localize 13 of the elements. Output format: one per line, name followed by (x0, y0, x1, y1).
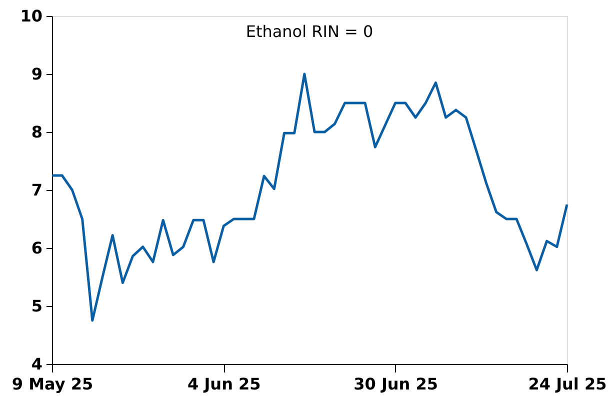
y-tick-label: 6 (31, 238, 42, 258)
y-tick-label: 5 (31, 296, 42, 316)
y-tick-label: 10 (20, 6, 42, 26)
line-series (50, 72, 568, 322)
x-tick-label: 30 Jun 25 (354, 374, 438, 394)
x-tick-label: 24 Jul 25 (528, 374, 607, 394)
y-tick-label: 4 (31, 354, 42, 374)
y-tick-label: 9 (31, 64, 42, 84)
x-tick-label: 4 Jun 25 (188, 374, 261, 394)
chart-title: Ethanol RIN = 0 (246, 22, 374, 41)
x-tick-label: 9 May 25 (12, 374, 94, 394)
y-tick-label: 8 (31, 122, 42, 142)
y-tick-label: 7 (31, 180, 42, 200)
